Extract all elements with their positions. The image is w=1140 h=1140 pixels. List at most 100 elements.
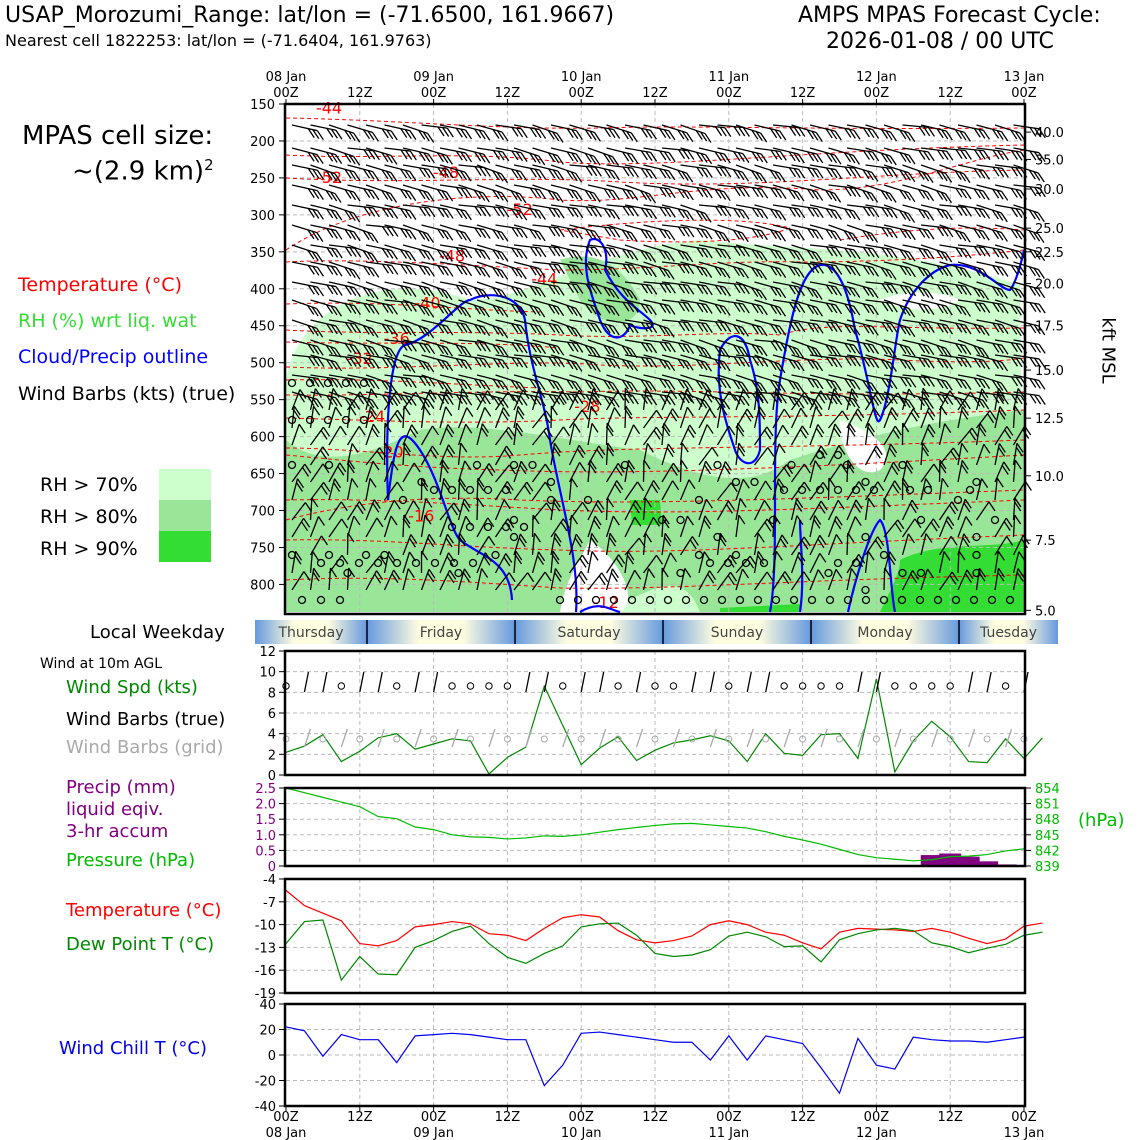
wind-barb bbox=[605, 568, 619, 591]
barb-flag bbox=[409, 265, 417, 276]
barb-flag bbox=[496, 191, 504, 201]
wind-barb bbox=[920, 224, 954, 238]
barb-flag bbox=[363, 188, 371, 199]
barb-flag bbox=[326, 208, 334, 219]
wind-barb bbox=[957, 204, 991, 219]
barb-flag bbox=[880, 129, 889, 139]
barb-flag bbox=[918, 126, 926, 136]
barb-flag bbox=[421, 481, 429, 492]
wind-barb bbox=[532, 244, 565, 257]
wind-barb bbox=[809, 515, 822, 538]
barb-flag bbox=[871, 288, 879, 299]
barb-flag bbox=[696, 321, 704, 332]
barb-flag bbox=[944, 193, 953, 204]
barb-flag bbox=[580, 570, 588, 581]
barb-staff bbox=[753, 571, 768, 591]
wind-barb bbox=[772, 299, 806, 314]
barb-flag bbox=[1001, 303, 1009, 314]
calm-circle bbox=[501, 522, 511, 532]
barb-flag bbox=[529, 152, 537, 163]
barb-staff bbox=[790, 536, 805, 556]
barb-flag bbox=[1010, 356, 1019, 367]
pressure-tick-label: 400 bbox=[250, 283, 275, 298]
barb-staff bbox=[661, 423, 665, 446]
wind-barb bbox=[513, 124, 547, 139]
barb-flag bbox=[738, 356, 746, 367]
barb-flag bbox=[553, 497, 561, 508]
barb-flag bbox=[554, 571, 562, 582]
barb-flag bbox=[455, 186, 464, 197]
wind-barb bbox=[550, 124, 583, 140]
wind-barb bbox=[310, 299, 343, 317]
wind-barb bbox=[513, 184, 547, 200]
barb-staff bbox=[698, 460, 707, 483]
barb-flag bbox=[431, 425, 440, 436]
barb-flag bbox=[645, 342, 653, 353]
barb-flag bbox=[538, 210, 546, 221]
barb-flag bbox=[645, 322, 653, 333]
wind-barb bbox=[291, 389, 307, 411]
barb-staff bbox=[883, 443, 892, 466]
barb-flag bbox=[737, 152, 745, 162]
wind-barb bbox=[938, 459, 947, 483]
wind-barb bbox=[828, 164, 861, 178]
barb-flag bbox=[695, 345, 703, 356]
calm-circle bbox=[373, 558, 383, 568]
wind-barb bbox=[310, 281, 343, 296]
barb-flag bbox=[399, 360, 407, 370]
barb-flag bbox=[353, 400, 361, 410]
barb-staff bbox=[679, 406, 688, 429]
wind-barb bbox=[643, 374, 676, 391]
barb-flag bbox=[422, 361, 430, 371]
barb-flag bbox=[1010, 376, 1019, 387]
wind-barb bbox=[328, 319, 362, 334]
barb-flag bbox=[622, 206, 630, 216]
wind-barb bbox=[975, 410, 997, 429]
calm-circle bbox=[879, 550, 889, 560]
wind-barb bbox=[568, 389, 586, 411]
barb-flag bbox=[885, 360, 893, 371]
barb-flag bbox=[511, 286, 519, 296]
barb-staff bbox=[513, 533, 522, 556]
barb-flag bbox=[502, 151, 510, 162]
barb-flag bbox=[811, 168, 820, 178]
wind-barb bbox=[457, 498, 471, 521]
wind-barb bbox=[328, 244, 362, 258]
barb-flag bbox=[1038, 128, 1046, 139]
isotherm-label: -44 bbox=[316, 99, 342, 118]
barb-flag bbox=[312, 265, 320, 276]
barb-flag bbox=[936, 357, 944, 368]
pressure-right-tick-label: 839 bbox=[1035, 860, 1060, 875]
barb-flag bbox=[904, 266, 912, 277]
wind-barb bbox=[384, 224, 417, 240]
wind-barb bbox=[1013, 184, 1046, 198]
barb-flag bbox=[779, 251, 787, 261]
barb-flag bbox=[584, 189, 592, 200]
barb-flag bbox=[436, 287, 444, 298]
barb-flag bbox=[862, 357, 870, 367]
barb-flag bbox=[423, 266, 431, 276]
barb-flag bbox=[335, 406, 343, 417]
wind-barb bbox=[458, 244, 491, 261]
barb-flag bbox=[963, 307, 971, 317]
barb-flag bbox=[552, 191, 560, 202]
barb-flag bbox=[850, 392, 858, 402]
wind-barb bbox=[402, 204, 436, 218]
barb-staff bbox=[439, 460, 444, 483]
barb-flag bbox=[940, 346, 948, 357]
barb-staff bbox=[753, 500, 765, 521]
barb-flag bbox=[418, 189, 426, 200]
barb-flag bbox=[627, 550, 635, 561]
wind-barb bbox=[347, 224, 379, 244]
barb-flag bbox=[964, 206, 972, 217]
barb-staff bbox=[365, 517, 378, 538]
barb-flag bbox=[903, 190, 911, 201]
barb-flag bbox=[862, 342, 870, 353]
barb-flag bbox=[714, 345, 722, 355]
barb-flag bbox=[474, 128, 482, 139]
barb-flag bbox=[516, 409, 524, 420]
wind-barb bbox=[717, 299, 750, 314]
barb-flag bbox=[688, 479, 696, 490]
barb-staff bbox=[420, 498, 427, 521]
barb-flag bbox=[458, 481, 466, 492]
